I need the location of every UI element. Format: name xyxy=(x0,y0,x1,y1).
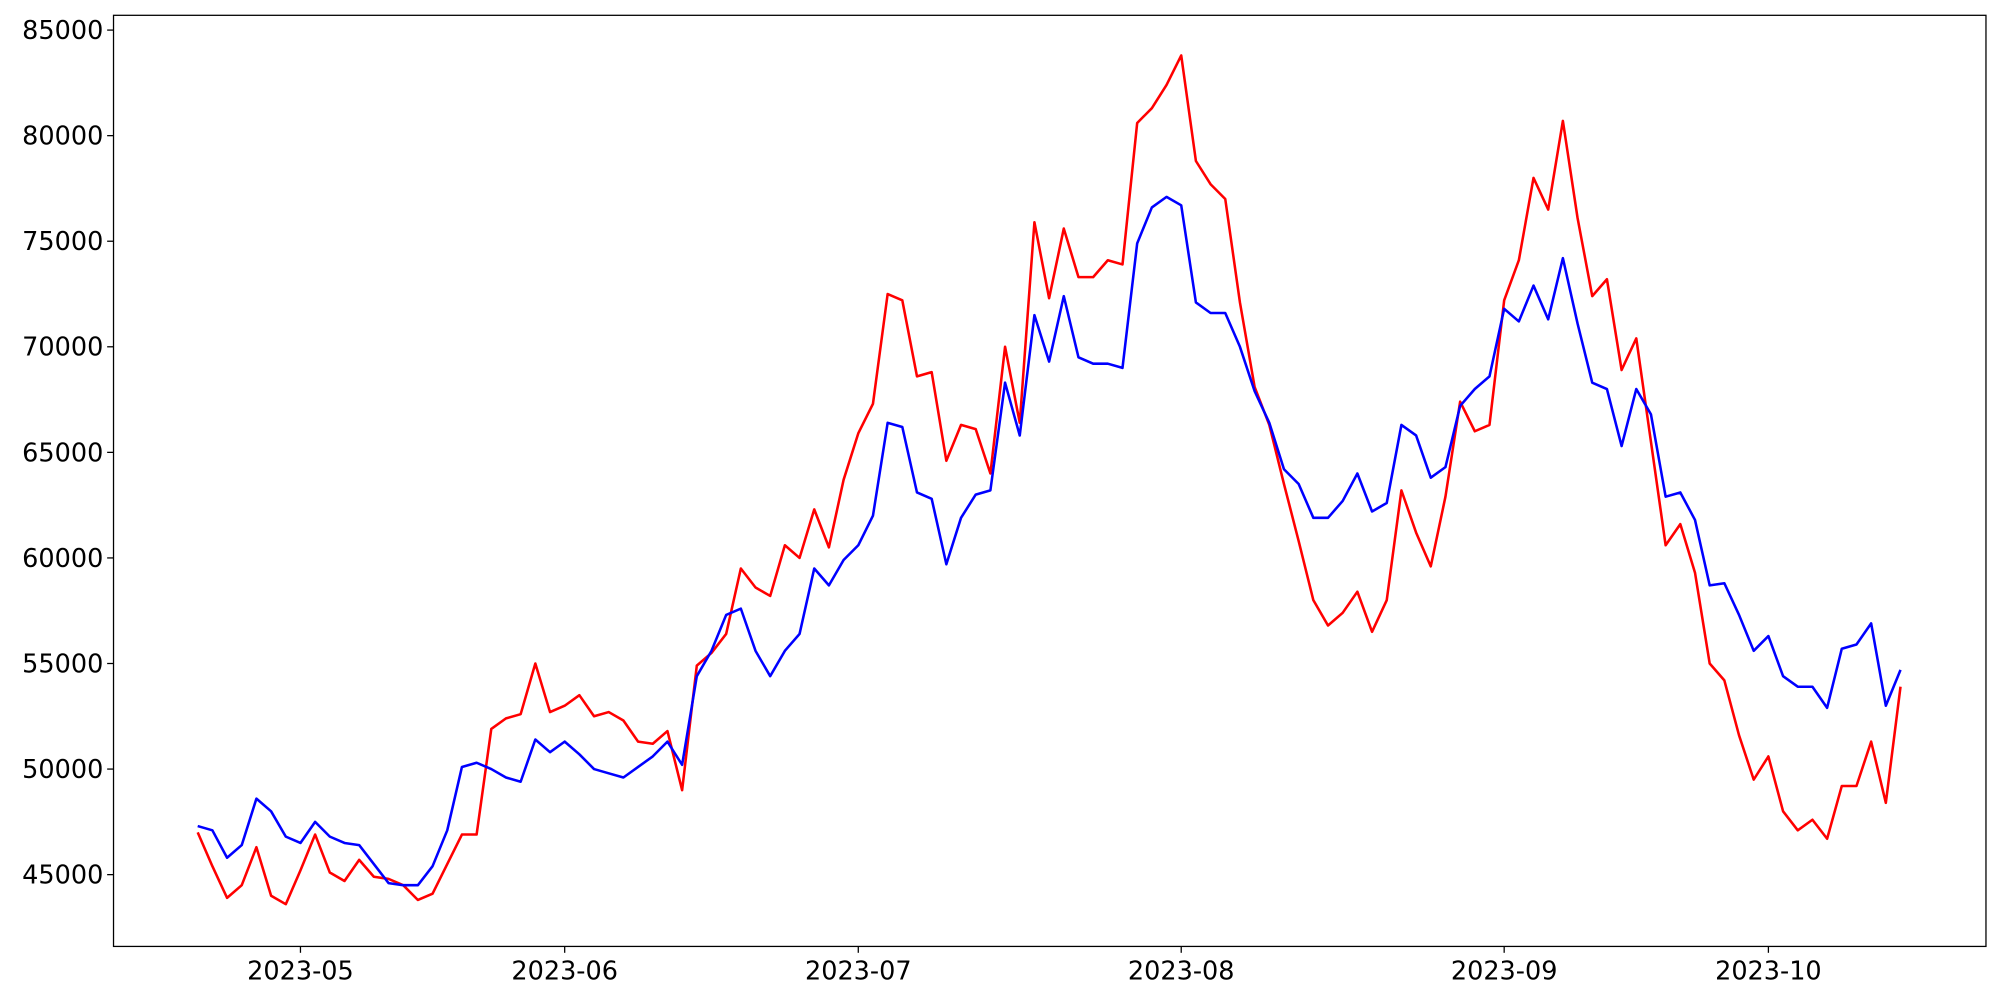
series-line xyxy=(197,195,1902,887)
x-tick-label: 2023-09 xyxy=(1451,957,1558,987)
x-tick-label: 2023-05 xyxy=(247,957,354,987)
y-tick-label: 80000 xyxy=(22,122,103,152)
y-tick-label: 55000 xyxy=(22,649,103,679)
y-tick-label: 75000 xyxy=(22,227,103,257)
x-tick-label: 2023-08 xyxy=(1128,957,1235,987)
y-tick-label: 85000 xyxy=(22,16,103,46)
series-line xyxy=(196,54,1902,906)
y-tick-label: 60000 xyxy=(22,544,103,574)
y-tick-label: 45000 xyxy=(22,861,103,891)
y-tick-label: 70000 xyxy=(22,333,103,363)
plot-frame xyxy=(112,14,1987,948)
y-tick-label: 50000 xyxy=(22,755,103,785)
x-tick-label: 2023-06 xyxy=(511,957,618,987)
x-tick-label: 2023-07 xyxy=(805,957,912,987)
x-tick-label: 2023-10 xyxy=(1715,957,1822,987)
y-tick-label: 65000 xyxy=(22,438,103,468)
